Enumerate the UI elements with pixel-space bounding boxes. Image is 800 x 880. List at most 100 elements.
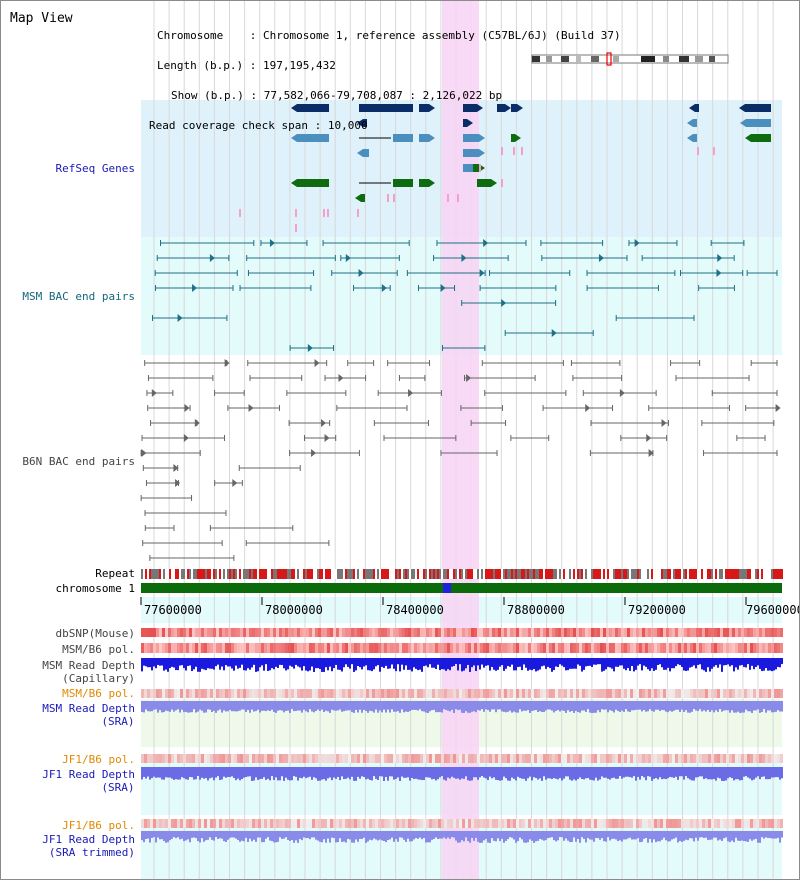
jf1-pol-density-cell bbox=[579, 754, 582, 763]
msm-depth-cap-bar bbox=[347, 658, 349, 667]
msm-depth-sra-bar bbox=[627, 701, 629, 712]
jf1-depth-trim-bar bbox=[181, 831, 183, 839]
track-label-dbsnp[interactable]: dbSNP(Mouse) bbox=[55, 627, 135, 640]
msm-depth-sra-bar bbox=[599, 701, 601, 713]
repeat-element bbox=[729, 569, 731, 579]
jf1-pol2-density-cell bbox=[543, 819, 546, 828]
jf1-pol2-density-cell bbox=[744, 819, 747, 828]
msm-depth-cap-bar bbox=[525, 658, 527, 668]
track-label-jf1-b6-pol[interactable]: JF1/B6 pol. bbox=[62, 753, 135, 766]
msm-depth-sra-bar bbox=[689, 701, 691, 713]
jf1-pol-density-cell bbox=[723, 754, 726, 763]
jf1-depth-sra-bar bbox=[753, 767, 755, 780]
jf1-depth-trim-bar bbox=[165, 831, 167, 843]
track-label-refseq[interactable]: RefSeq Genes bbox=[55, 162, 135, 175]
msm-pol2-density-cell bbox=[519, 689, 522, 698]
msm-pol-density-cell bbox=[780, 643, 783, 653]
repeat-element bbox=[181, 569, 183, 579]
repeat-element bbox=[195, 569, 197, 579]
jf1-pol2-density-cell bbox=[252, 819, 255, 828]
jf1-pol2-density-cell bbox=[504, 819, 507, 828]
msm-pol2-density-cell bbox=[558, 689, 561, 698]
refseq-gene bbox=[393, 134, 413, 142]
msm-pol2-density-cell bbox=[414, 689, 417, 698]
repeat-element bbox=[671, 569, 673, 579]
repeat-element bbox=[435, 569, 437, 579]
msm-depth-sra-bar bbox=[177, 701, 179, 710]
refseq-feature-mark bbox=[239, 209, 241, 217]
repeat-element bbox=[317, 569, 319, 579]
jf1-depth-trim-bar bbox=[269, 831, 271, 841]
msm-depth-sra-bar bbox=[281, 701, 283, 711]
repeat-element bbox=[223, 569, 225, 579]
repeat-element bbox=[291, 569, 293, 579]
msm-depth-cap-bar bbox=[423, 658, 425, 667]
msm-depth-sra-bar bbox=[405, 701, 407, 712]
track-label-jf1-b6-pol-2[interactable]: JF1/B6 pol. bbox=[62, 819, 135, 832]
msm-pol2-density-cell bbox=[456, 689, 459, 698]
msm-depth-cap-bar bbox=[167, 658, 169, 672]
msm-depth-cap-bar bbox=[249, 658, 251, 670]
track-label-repeat[interactable]: Repeat bbox=[95, 567, 135, 580]
track-label-b6n-bac[interactable]: B6N BAC end pairs bbox=[22, 455, 135, 468]
msm-pol-density-cell bbox=[369, 643, 372, 653]
track-label-msm-bac[interactable]: MSM BAC end pairs bbox=[22, 290, 135, 303]
msm-depth-cap-bar bbox=[713, 658, 715, 667]
repeat-element bbox=[361, 569, 363, 579]
msm-depth-cap-bar bbox=[147, 658, 149, 668]
jf1-depth-sra-bar bbox=[655, 767, 657, 779]
jf1-depth-sra-bar bbox=[591, 767, 593, 781]
msm-depth-sra-bar bbox=[489, 701, 491, 712]
jf1-depth-trim-bar bbox=[721, 831, 723, 841]
msm-pol-density-cell bbox=[180, 643, 183, 653]
dbsnp-density-cell bbox=[744, 628, 747, 637]
jf1-depth-sra-bar bbox=[301, 767, 303, 779]
dbsnp-density-cell bbox=[381, 628, 384, 637]
msm-depth-cap-bar bbox=[749, 658, 751, 670]
track-label-msm-b6-pol[interactable]: MSM/B6 pol. bbox=[62, 643, 135, 656]
jf1-depth-sra-bar bbox=[263, 767, 265, 778]
jf1-pol2-density-cell bbox=[339, 819, 342, 828]
msm-pol-density-cell bbox=[678, 643, 681, 653]
dbsnp-density-cell bbox=[705, 628, 708, 637]
repeat-element bbox=[609, 569, 611, 579]
msm-pol2-density-cell bbox=[570, 689, 573, 698]
jf1-depth-sra-bar bbox=[749, 767, 751, 779]
msm-depth-cap-bar bbox=[625, 658, 627, 671]
msm-depth-cap-bar bbox=[263, 658, 265, 671]
jf1-depth-sra-bar bbox=[703, 767, 705, 780]
jf1-pol2-density-cell bbox=[204, 819, 207, 828]
jf1-depth-trim-bar bbox=[435, 831, 437, 838]
jf1-pol-density-cell bbox=[465, 754, 468, 763]
msm-depth-sra-bar bbox=[737, 701, 739, 712]
jf1-depth-sra-bar bbox=[511, 767, 513, 778]
track-label-msm-depth-cap[interactable]: MSM Read Depth bbox=[42, 659, 135, 672]
msm-depth-sra-bar bbox=[407, 701, 409, 713]
jf1-depth-sra-bar bbox=[673, 767, 675, 778]
track-label-msm-b6-pol-2[interactable]: MSM/B6 pol. bbox=[62, 687, 135, 700]
track-label-msm-depth-sra[interactable]: MSM Read Depth bbox=[42, 702, 135, 715]
repeat-element bbox=[743, 569, 745, 579]
jf1-depth-trim-bar bbox=[209, 831, 211, 838]
jf1-depth-trim-bar bbox=[737, 831, 739, 841]
msm-pol-density-cell bbox=[210, 643, 213, 653]
msm-depth-cap-bar bbox=[155, 658, 157, 669]
repeat-element bbox=[643, 569, 645, 579]
msm-depth-cap-bar bbox=[383, 658, 385, 668]
track-label-chromosome[interactable]: chromosome 1 bbox=[55, 582, 135, 595]
repeat-element bbox=[505, 569, 507, 579]
msm-pol2-density-cell bbox=[528, 689, 531, 698]
b6n-bac-pair-arrow bbox=[324, 434, 330, 442]
repeat-element bbox=[509, 569, 511, 579]
msm-pol2-density-cell bbox=[714, 689, 717, 698]
msm-depth-cap-bar bbox=[145, 658, 147, 667]
jf1-depth-trim-bar bbox=[243, 831, 245, 842]
track-label-jf1-depth-trim[interactable]: JF1 Read Depth bbox=[42, 833, 135, 846]
jf1-depth-trim-bar bbox=[759, 831, 761, 843]
repeat-element bbox=[229, 569, 231, 579]
msm-pol2-density-cell bbox=[459, 689, 462, 698]
jf1-depth-trim-bar bbox=[349, 831, 351, 840]
track-label-jf1-depth-sra[interactable]: JF1 Read Depth bbox=[42, 768, 135, 781]
